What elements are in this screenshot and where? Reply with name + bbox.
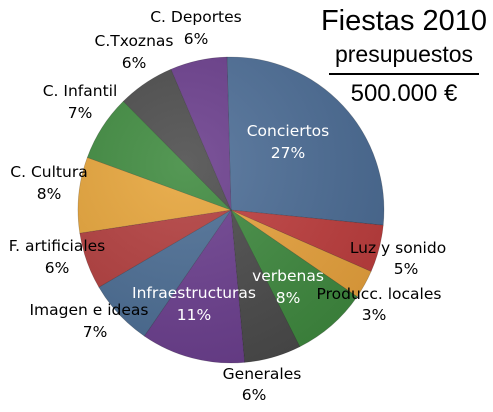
total-budget: 500.000 € — [350, 80, 458, 107]
slice-percent-7: 7% — [83, 323, 108, 341]
title-divider — [329, 73, 479, 75]
slice-label-12: C. Deportes — [150, 8, 242, 26]
slice-label-11: C.Txoznas — [95, 32, 174, 50]
slice-label-4: verbenas — [252, 267, 324, 285]
slice-label-5: Generales — [223, 365, 302, 383]
slice-label-1: Conciertos — [247, 122, 330, 140]
slice-label-2: Luz y sonido — [350, 239, 446, 257]
slice-percent-9: 8% — [37, 185, 62, 203]
slice-percent-12: 6% — [184, 30, 209, 48]
slice-percent-6: 11% — [177, 306, 211, 324]
chart-subtitle: presupuestos — [334, 41, 474, 67]
slice-percent-2: 5% — [394, 260, 419, 278]
slice-label-8: F. artificiales — [9, 237, 106, 255]
slice-percent-11: 6% — [122, 54, 147, 72]
title-block: Fiestas 2010 presupuestos 500.000 € — [318, 4, 490, 108]
slice-percent-4: 8% — [276, 289, 301, 307]
slice-percent-3: 3% — [362, 306, 387, 324]
slice-label-3: Producc. locales — [317, 285, 442, 303]
slice-percent-5: 6% — [242, 386, 267, 404]
slice-percent-8: 6% — [45, 259, 70, 277]
pie-labels: Conciertos 27% Luz y sonido 5% Producc. loca… — [9, 8, 446, 404]
slice-percent-1: 27% — [271, 144, 305, 162]
slice-label-10: C. Infantil — [43, 82, 118, 100]
slice-label-9: C. Cultura — [10, 163, 87, 181]
chart-title: Fiestas 2010 — [320, 5, 488, 37]
slice-label-7: Imagen e ideas — [29, 301, 148, 319]
slice-percent-10: 7% — [68, 104, 93, 122]
slice-label-6: Infraestructuras — [132, 284, 256, 302]
